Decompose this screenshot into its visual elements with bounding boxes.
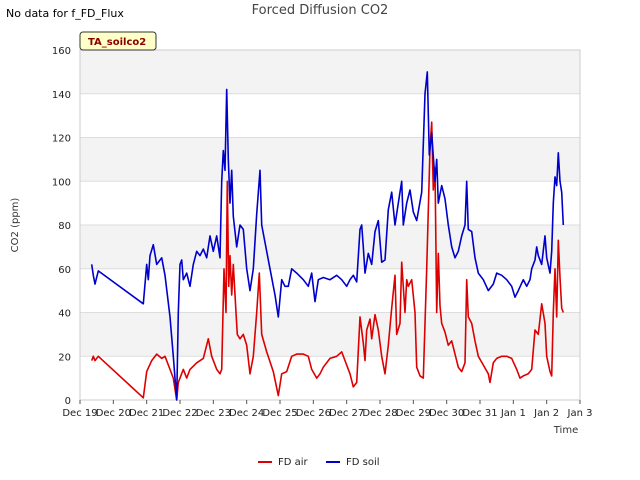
plot-background-bands bbox=[80, 50, 580, 400]
annotation-text: TA_soilco2 bbox=[88, 37, 146, 48]
y-tick-label-80: 80 bbox=[58, 221, 71, 232]
series-line-fd-soil bbox=[90, 71, 565, 401]
band-140 bbox=[80, 50, 580, 94]
band-120 bbox=[80, 93, 580, 138]
x-tick-label-8: Dec 27 bbox=[329, 408, 364, 419]
series-lines bbox=[90, 71, 565, 401]
x-tick-label-5: Dec 24 bbox=[229, 408, 264, 419]
band-100 bbox=[80, 137, 580, 182]
legend-label-fd-soil: FD soil bbox=[346, 457, 380, 468]
x-tick-label-3: Dec 22 bbox=[162, 408, 197, 419]
x-tick-label-0: Dec 19 bbox=[62, 408, 97, 419]
x-tick-label-1: Dec 20 bbox=[96, 408, 131, 419]
x-tick-label-9: Dec 28 bbox=[362, 408, 397, 419]
chart-title: Forced Diffusion CO2 bbox=[251, 3, 389, 18]
x-tick-label-15: Jan 3 bbox=[567, 408, 593, 419]
band-0 bbox=[80, 356, 580, 400]
y-axis-title: CO2 (ppm) bbox=[10, 198, 21, 253]
band-60 bbox=[80, 225, 580, 269]
x-tick-label-14: Jan 2 bbox=[533, 408, 559, 419]
legend-label-fd-air: FD air bbox=[278, 457, 309, 468]
band-40 bbox=[80, 268, 580, 313]
y-tick-label-40: 40 bbox=[58, 309, 71, 320]
y-axis-ticks: 0 20 40 60 80 100 120 140 160 bbox=[52, 46, 71, 407]
band-20 bbox=[80, 312, 580, 357]
y-tick-label-60: 60 bbox=[58, 265, 71, 276]
y-tick-label-140: 140 bbox=[52, 90, 71, 101]
x-tick-label-10: Dec 29 bbox=[396, 408, 431, 419]
y-tick-label-100: 100 bbox=[52, 177, 71, 188]
x-tick-label-6: Dec 25 bbox=[262, 408, 297, 419]
no-data-message: No data for f_FD_Flux bbox=[6, 7, 124, 20]
x-axis-title: Time bbox=[553, 425, 578, 436]
annotation-box bbox=[79, 31, 157, 51]
y-tick-label-120: 120 bbox=[52, 134, 71, 145]
y-tick-label-0: 0 bbox=[65, 396, 71, 407]
x-tick-label-7: Dec 26 bbox=[296, 408, 331, 419]
band-80 bbox=[80, 181, 580, 225]
x-tick-label-4: Dec 23 bbox=[196, 408, 231, 419]
y-tick-label-160: 160 bbox=[52, 46, 71, 57]
x-tick-label-11: Dec 30 bbox=[429, 408, 464, 419]
x-tick-label-2: Dec 21 bbox=[129, 408, 164, 419]
y-tick-label-20: 20 bbox=[58, 352, 71, 363]
x-tick-label-13: Jan 1 bbox=[500, 408, 526, 419]
x-tick-label-12: Dec 31 bbox=[462, 408, 497, 419]
annotation-tag: TA_soilco2 bbox=[79, 31, 157, 51]
plot-frame bbox=[79, 49, 581, 401]
legend: FD air FD soil bbox=[258, 457, 380, 468]
series-line-fd-air bbox=[90, 121, 565, 401]
